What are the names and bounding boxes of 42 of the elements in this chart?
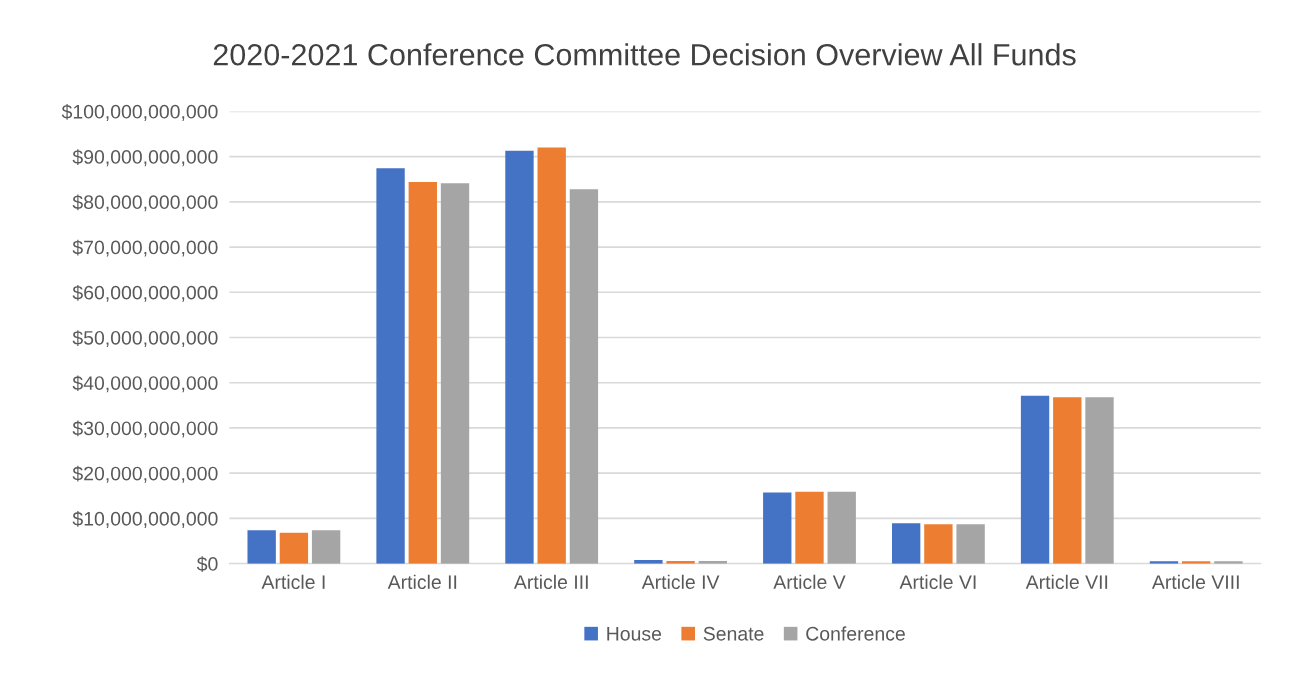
bar [279,532,309,564]
bar [1020,395,1050,564]
bar [311,530,341,564]
y-tick-label: $70,000,000,000 [72,239,218,257]
x-tick-label: Article VII [1025,574,1108,590]
y-tick-label: $60,000,000,000 [72,284,218,302]
x-tick-label: Article II [387,574,457,590]
bar [763,492,792,564]
x-tick-label: Article III [513,574,588,590]
legend-label: Senate [703,626,764,641]
chart-title: 2020-2021 Conference Committee Decision Overview All Funds [213,43,1076,66]
bar [891,523,921,564]
y-tick-label: $100,000,000,000 [61,104,218,121]
bar [376,168,405,564]
bar [1214,561,1243,564]
bar [505,150,534,564]
legend-label: House [607,627,662,641]
bar [956,524,985,564]
bar [827,491,856,564]
y-tick-label: $90,000,000,000 [72,149,218,167]
y-tick-label: $10,000,000,000 [72,511,218,528]
x-tick-label: Article VI [899,574,976,590]
y-tick-label: $80,000,000,000 [72,194,218,212]
x-tick-label: Article VIII [1151,574,1239,590]
x-tick-label: Article I [261,574,325,590]
bar [247,530,276,564]
bar [1085,397,1114,564]
y-tick-label: $40,000,000,000 [72,375,218,393]
y-tick-label: $0 [196,556,218,573]
y-tick-label: $30,000,000,000 [72,420,218,438]
bar [408,181,437,564]
bar [1053,397,1082,564]
bar [924,524,953,564]
bar [795,491,824,564]
y-tick-label: $20,000,000,000 [72,465,218,483]
bar [537,147,566,564]
x-tick-label: Article V [773,574,846,590]
x-tick-label: Article IV [641,574,720,590]
bar [569,189,599,564]
legend-label: Conference [806,626,905,641]
y-tick-label: $50,000,000,000 [72,330,218,348]
bar [440,183,470,564]
